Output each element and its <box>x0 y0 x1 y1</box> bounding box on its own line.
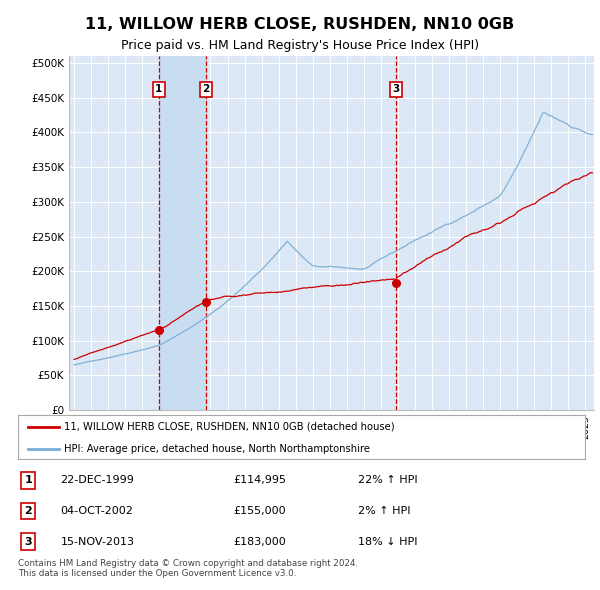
Bar <box>159 56 206 410</box>
Text: 3: 3 <box>25 537 32 546</box>
Text: 3: 3 <box>392 84 400 94</box>
Text: 15-NOV-2013: 15-NOV-2013 <box>61 537 134 546</box>
Text: 2: 2 <box>203 84 210 94</box>
Text: £114,995: £114,995 <box>233 476 286 485</box>
Text: 04-OCT-2002: 04-OCT-2002 <box>61 506 133 516</box>
Text: 11, WILLOW HERB CLOSE, RUSHDEN, NN10 0GB: 11, WILLOW HERB CLOSE, RUSHDEN, NN10 0GB <box>85 17 515 31</box>
Text: 2: 2 <box>25 506 32 516</box>
Text: 2% ↑ HPI: 2% ↑ HPI <box>358 506 410 516</box>
Text: 1: 1 <box>155 84 163 94</box>
Text: £183,000: £183,000 <box>233 537 286 546</box>
Text: 22% ↑ HPI: 22% ↑ HPI <box>358 476 418 485</box>
Text: £155,000: £155,000 <box>233 506 286 516</box>
Text: 18% ↓ HPI: 18% ↓ HPI <box>358 537 418 546</box>
Text: 11, WILLOW HERB CLOSE, RUSHDEN, NN10 0GB (detached house): 11, WILLOW HERB CLOSE, RUSHDEN, NN10 0GB… <box>64 422 395 432</box>
Text: HPI: Average price, detached house, North Northamptonshire: HPI: Average price, detached house, Nort… <box>64 444 370 454</box>
Text: 1: 1 <box>25 476 32 485</box>
Text: Contains HM Land Registry data © Crown copyright and database right 2024.
This d: Contains HM Land Registry data © Crown c… <box>18 559 358 578</box>
Text: 22-DEC-1999: 22-DEC-1999 <box>61 476 134 485</box>
Text: Price paid vs. HM Land Registry's House Price Index (HPI): Price paid vs. HM Land Registry's House … <box>121 39 479 52</box>
